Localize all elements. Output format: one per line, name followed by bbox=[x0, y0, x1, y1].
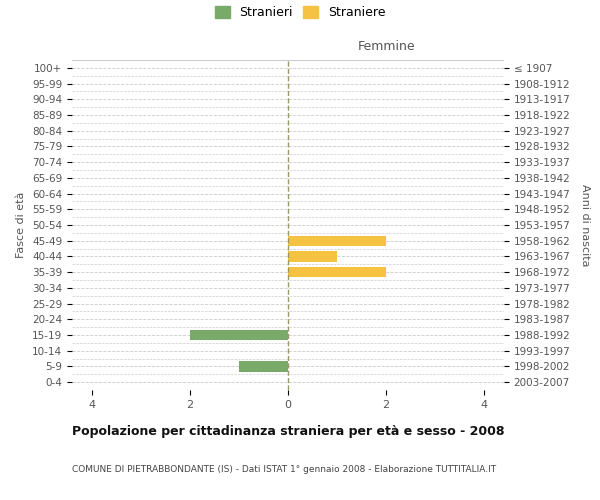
Bar bbox=[190, 330, 288, 340]
Y-axis label: Fasce di età: Fasce di età bbox=[16, 192, 26, 258]
Y-axis label: Anni di nascita: Anni di nascita bbox=[580, 184, 590, 266]
Bar bbox=[239, 362, 288, 372]
Text: Femmine: Femmine bbox=[358, 40, 415, 54]
Bar bbox=[288, 267, 386, 277]
Bar bbox=[288, 236, 386, 246]
Text: COMUNE DI PIETRABBONDANTE (IS) - Dati ISTAT 1° gennaio 2008 - Elaborazione TUTTI: COMUNE DI PIETRABBONDANTE (IS) - Dati IS… bbox=[72, 466, 496, 474]
Legend: Stranieri, Straniere: Stranieri, Straniere bbox=[215, 6, 386, 19]
Bar bbox=[288, 252, 337, 262]
Text: Popolazione per cittadinanza straniera per età e sesso - 2008: Popolazione per cittadinanza straniera p… bbox=[72, 425, 505, 438]
